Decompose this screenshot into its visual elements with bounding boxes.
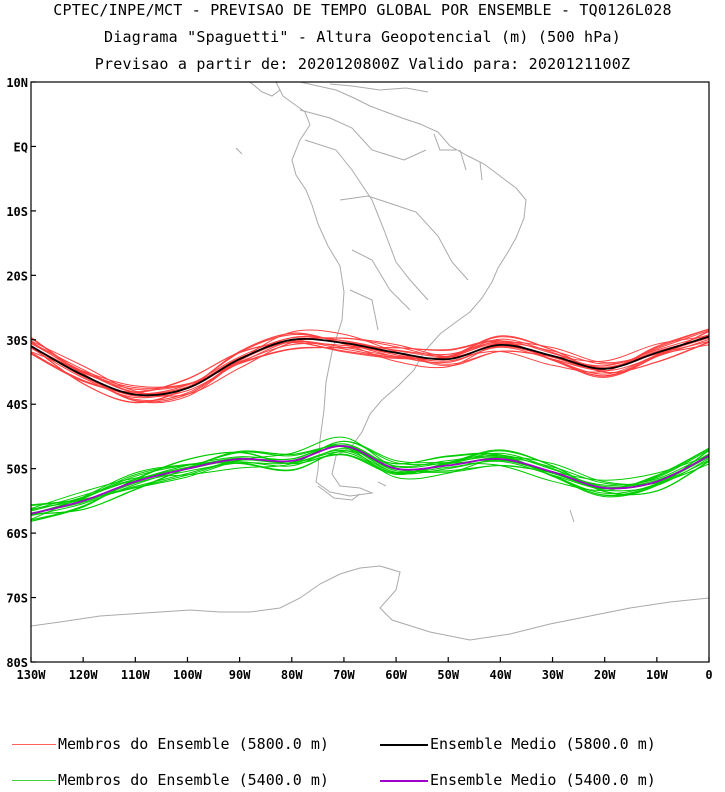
y-tick-label: 80S bbox=[6, 656, 28, 670]
ensemble-member-line bbox=[31, 332, 709, 399]
x-axis: 130W 120W 110W 100W 90W 80W 70W 60W 50W 40W 30W 20W… bbox=[17, 657, 713, 682]
legend-swatch-mean-5800 bbox=[380, 744, 428, 746]
south-america-coastline bbox=[275, 82, 527, 497]
central-america-coastline bbox=[249, 82, 429, 97]
x-tick-label: 130W bbox=[17, 668, 47, 682]
x-tick-label: 100W bbox=[173, 668, 203, 682]
legend-swatch-members-5400 bbox=[12, 780, 56, 781]
contour-lines bbox=[31, 328, 709, 522]
ensemble-member-line bbox=[31, 337, 709, 397]
y-tick-label: 70S bbox=[6, 592, 28, 606]
antarctica-coastline bbox=[31, 565, 709, 641]
x-tick-label: 110W bbox=[121, 668, 151, 682]
x-tick-label: 10W bbox=[646, 668, 668, 682]
title-line-1: CPTEC/INPE/MCT - PREVISAO DE TEMPO GLOBA… bbox=[53, 1, 672, 19]
y-tick-label: 60S bbox=[6, 527, 28, 541]
legend-swatch-members-5800 bbox=[12, 744, 56, 745]
y-tick-label: 10N bbox=[6, 76, 28, 90]
y-tick-label: 50S bbox=[6, 463, 28, 477]
ensemble-member-line bbox=[31, 449, 709, 512]
x-tick-label: 120W bbox=[69, 668, 99, 682]
y-tick-label: 30S bbox=[6, 334, 28, 348]
x-tick-label: 40W bbox=[490, 668, 512, 682]
country-borders bbox=[299, 109, 483, 331]
title-line-3: Previsao a partir de: 2020120800Z Valido… bbox=[94, 55, 631, 73]
legend-label-members-5800: Membros do Ensemble (5800.0 m) bbox=[58, 735, 329, 753]
ensemble-member-line bbox=[31, 328, 709, 403]
ensemble-member-line bbox=[31, 436, 709, 510]
x-tick-label: 80W bbox=[281, 668, 303, 682]
plot-frame bbox=[30, 81, 710, 663]
ensemble-member-line bbox=[31, 335, 709, 395]
x-tick-label: 70W bbox=[333, 668, 355, 682]
title-line-2: Diagrama "Spaguetti" - Altura Geopotenci… bbox=[104, 28, 621, 46]
legend-label-mean-5400: Ensemble Medio (5400.0 m) bbox=[430, 771, 656, 789]
x-tick-label: 90W bbox=[229, 668, 251, 682]
y-axis: 10N EQ 10S 20S 30S 40S 50S 60S 70S 80S bbox=[6, 76, 36, 670]
legend-swatch-mean-5400 bbox=[380, 780, 428, 782]
y-tick-label: 20S bbox=[6, 269, 28, 283]
ensemble-member-line bbox=[31, 445, 709, 517]
ensemble-member-line bbox=[31, 440, 709, 509]
y-tick-label: EQ bbox=[14, 140, 28, 154]
y-tick-label: 40S bbox=[6, 398, 28, 412]
tierra-del-fuego-coastline bbox=[235, 147, 575, 523]
x-tick-label: 60W bbox=[385, 668, 407, 682]
ensemble-member-line bbox=[31, 336, 709, 393]
ensemble-member-line bbox=[31, 451, 709, 522]
ensemble-member-line bbox=[31, 444, 709, 507]
legend-label-mean-5800: Ensemble Medio (5800.0 m) bbox=[430, 735, 656, 753]
ensemble-member-line bbox=[31, 330, 709, 402]
ensemble-member-line bbox=[31, 445, 709, 515]
x-tick-label: 0 bbox=[705, 668, 712, 682]
y-tick-label: 10S bbox=[6, 205, 28, 219]
x-tick-label: 30W bbox=[542, 668, 564, 682]
coastline-layer bbox=[31, 82, 709, 641]
x-tick-label: 20W bbox=[594, 668, 616, 682]
x-tick-label: 50W bbox=[437, 668, 459, 682]
legend-label-members-5400: Membros do Ensemble (5400.0 m) bbox=[58, 771, 329, 789]
ensemble-mean-line bbox=[31, 445, 709, 515]
ensemble-mean-line bbox=[31, 335, 709, 397]
